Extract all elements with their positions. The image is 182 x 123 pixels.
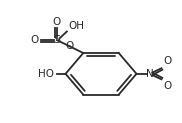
Text: O: O [163, 81, 172, 91]
Text: O: O [163, 56, 172, 66]
Text: O: O [53, 17, 61, 27]
Text: HO: HO [38, 69, 54, 79]
Text: O: O [66, 41, 74, 51]
Text: O: O [30, 35, 39, 45]
Text: N: N [146, 69, 154, 79]
Text: OH: OH [68, 21, 84, 31]
Text: S: S [53, 35, 60, 45]
